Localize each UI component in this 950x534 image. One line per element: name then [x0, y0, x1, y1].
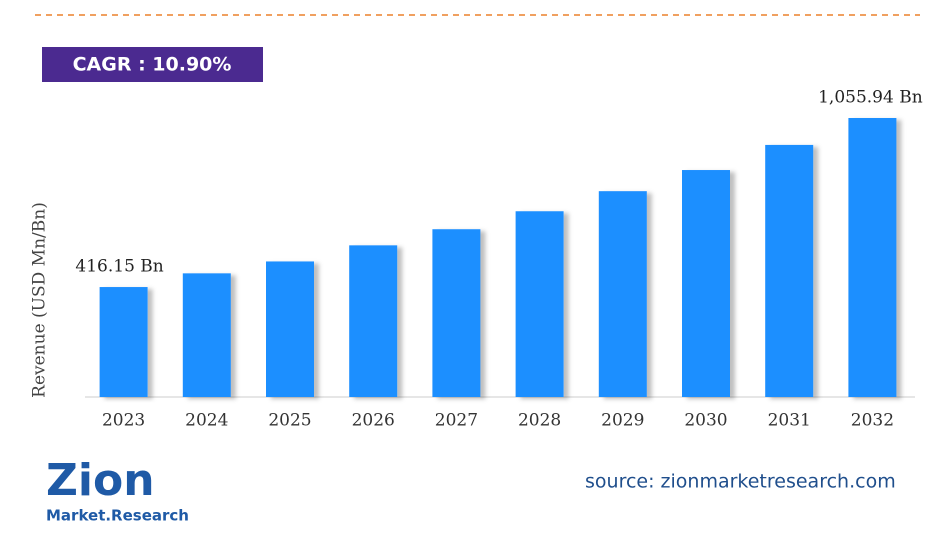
y-axis-label: Revenue (USD Mn/Bn) [30, 202, 50, 398]
bar [182, 273, 231, 397]
cagr-badge [42, 47, 263, 82]
bar [848, 118, 897, 397]
bar [765, 144, 814, 397]
bar [432, 229, 481, 397]
bar [682, 170, 730, 397]
cagr-text: CAGR : 10.90% [73, 54, 232, 76]
x-tick-label: 2029 [601, 411, 644, 431]
x-tick-label: 2028 [518, 411, 561, 431]
x-tick-label: 2032 [851, 411, 894, 431]
source: source: zionmarketresearch.com [585, 471, 896, 493]
bar [349, 245, 398, 397]
logo-name: Zion [46, 455, 155, 506]
x-tick-label: 2023 [102, 411, 145, 431]
value-label: 1,055.94 Bn [818, 88, 923, 108]
x-tick-label: 2031 [768, 411, 811, 431]
x-tick-label: 2027 [435, 411, 478, 431]
x-tick-label: 2024 [185, 411, 228, 431]
value-label: 416.15 Bn [75, 257, 163, 277]
logo: Zion Market.Research [46, 455, 189, 525]
bar [99, 287, 148, 397]
x-tick-label: 2030 [684, 411, 727, 431]
logo-sub: Market.Research [46, 507, 189, 525]
bar [598, 191, 647, 397]
bar [266, 261, 314, 397]
bar [515, 211, 564, 397]
x-tick-label: 2025 [268, 411, 311, 431]
x-tick-label: 2026 [352, 411, 395, 431]
